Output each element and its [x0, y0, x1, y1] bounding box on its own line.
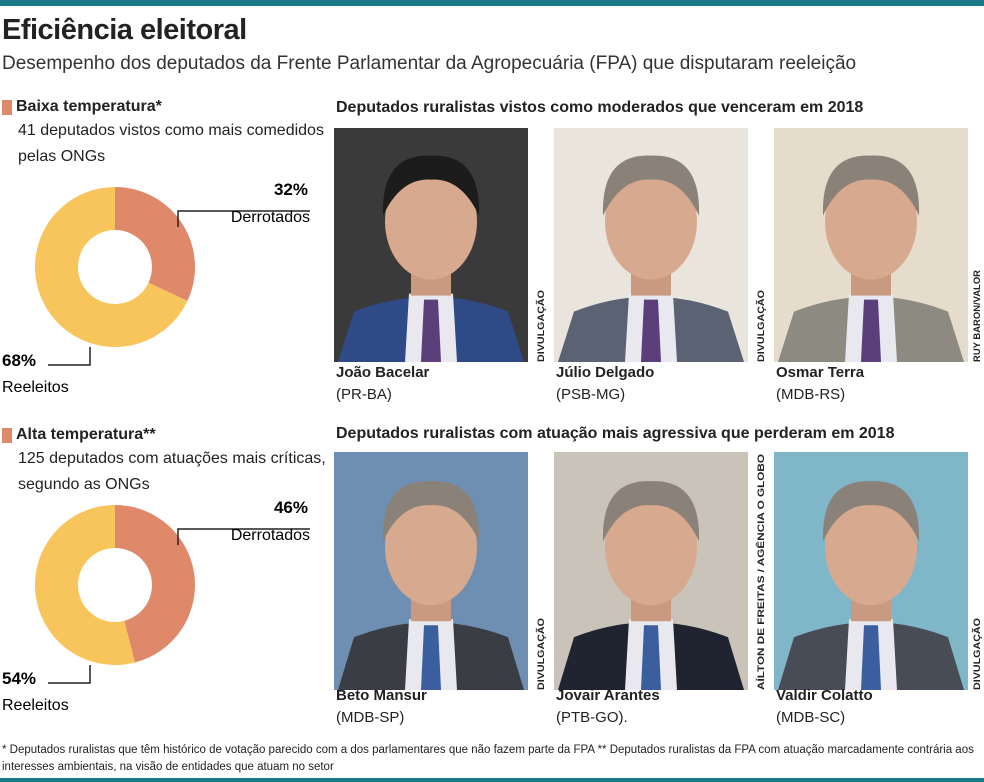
- leader-line: [48, 347, 91, 366]
- category-label: Derrotados: [231, 209, 310, 226]
- photo-tie: [421, 625, 441, 690]
- donut-slice: [35, 187, 188, 348]
- person-name: Beto Mansur: [336, 687, 427, 704]
- photo-tie: [861, 299, 881, 362]
- photo-hair: [602, 155, 700, 216]
- value-label: 54%: [2, 669, 36, 688]
- top-rule: [0, 0, 984, 6]
- photo-credit: RUY BARON/VALOR: [972, 270, 983, 362]
- donut-slice: [34, 505, 135, 665]
- value-label: 46%: [274, 498, 308, 517]
- photo-credit: DIVULGAÇÃO: [972, 618, 983, 690]
- person-party: (PTB-GO).: [556, 709, 628, 726]
- photo-hair: [382, 481, 480, 542]
- person-name: Osmar Terra: [776, 364, 865, 381]
- photo-head: [605, 163, 697, 280]
- photo-head: [385, 163, 477, 280]
- leader-line: [177, 528, 310, 545]
- leader-line: [48, 665, 91, 684]
- person-name: Valdir Colatto: [776, 687, 873, 704]
- photo-head: [825, 489, 917, 606]
- person-party: (MDB-RS): [776, 386, 845, 403]
- photo-tie: [861, 625, 881, 690]
- bottom-rule: [0, 778, 984, 782]
- legend-square: [2, 100, 12, 115]
- person-party: (MDB-SP): [336, 709, 404, 726]
- photo-credit: AÍLTON DE FREITAS / AGÊNCIA O GLOBO: [755, 454, 767, 690]
- photo-head: [605, 489, 697, 606]
- photo-credit: DIVULGAÇÃO: [756, 290, 767, 362]
- title: Eficiência eleitoral: [2, 14, 247, 46]
- category-label: Derrotados: [231, 527, 310, 544]
- group-title: Deputados ruralistas com atuação mais ag…: [336, 425, 895, 442]
- photo-head: [385, 489, 477, 606]
- photo-hair: [382, 155, 480, 216]
- donut-slice: [115, 187, 196, 302]
- group-title: Deputados ruralistas vistos como moderad…: [336, 99, 864, 116]
- person-party: (PSB-MG): [556, 386, 625, 403]
- photo-hair: [822, 155, 920, 216]
- photo-tie: [641, 625, 661, 690]
- subtitle: Desempenho dos deputados da Frente Parla…: [2, 53, 857, 74]
- section-subtitle: 125 deputados com atuações mais críticas…: [18, 450, 326, 493]
- person-party: (MDB-SC): [776, 709, 845, 726]
- donut-slice: [115, 505, 195, 663]
- value-label: 68%: [2, 351, 36, 370]
- photo-tie: [421, 299, 441, 362]
- person-name: João Bacelar: [336, 364, 430, 381]
- photo-credit: DIVULGAÇÃO: [536, 618, 547, 690]
- footnote: * Deputados ruralistas que têm histórico…: [2, 744, 974, 773]
- photo-credit: DIVULGAÇÃO: [536, 290, 547, 362]
- photo-hair: [602, 481, 700, 542]
- category-label: Reeleitos: [2, 697, 69, 714]
- leader-line: [177, 210, 310, 227]
- section-subtitle: 41 deputados vistos como mais comedidos …: [18, 122, 324, 165]
- person-name: Júlio Delgado: [556, 364, 654, 381]
- legend-square: [2, 428, 12, 443]
- person-name: Jovair Arantes: [556, 687, 660, 704]
- section-title: Baixa temperatura*: [16, 98, 162, 115]
- photo-tie: [641, 299, 661, 362]
- photo-hair: [822, 481, 920, 542]
- section-title: Alta temperatura**: [16, 426, 156, 443]
- photo-head: [825, 163, 917, 280]
- category-label: Reeleitos: [2, 379, 69, 396]
- value-label: 32%: [274, 180, 308, 199]
- person-party: (PR-BA): [336, 386, 392, 403]
